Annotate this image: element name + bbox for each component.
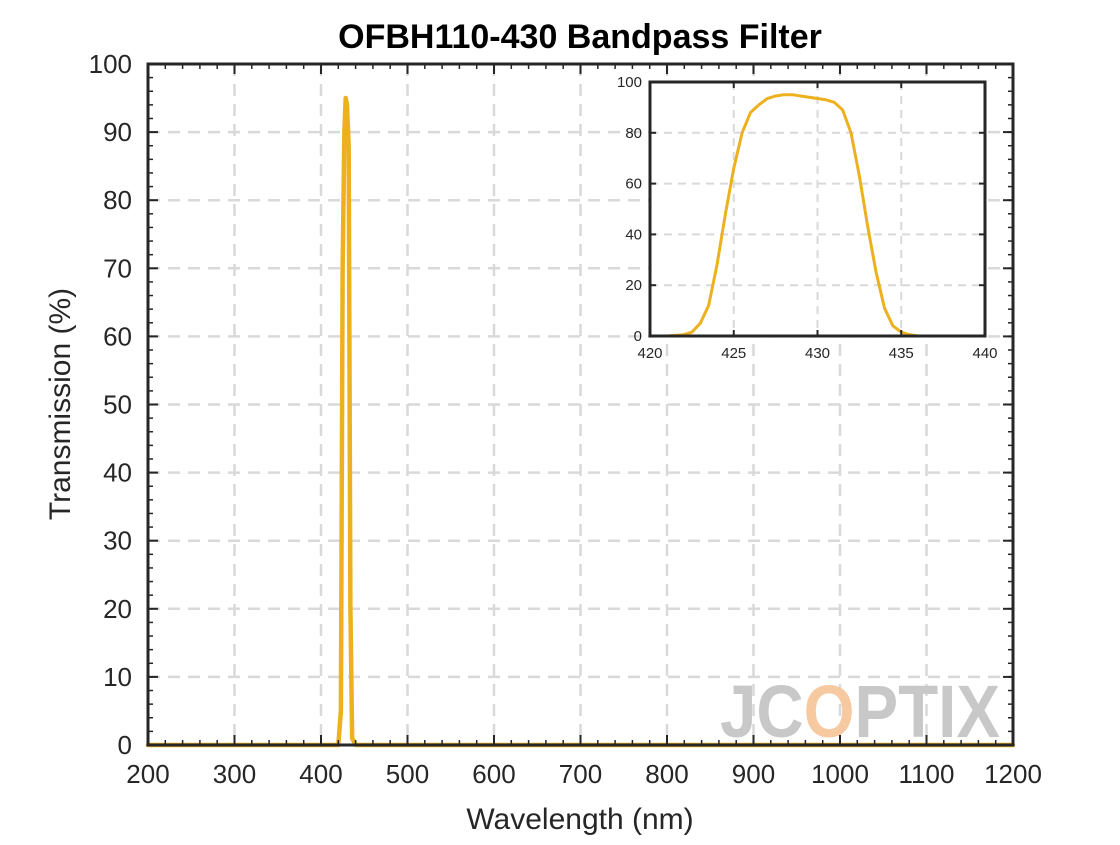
x-tick-label: 420 [637, 345, 662, 362]
x-axis-label: Wavelength (nm) [466, 803, 693, 836]
chart-title: OFBH110-430 Bandpass Filter [338, 18, 822, 56]
inset-x-tick-labels: 420 425 430 435 440 [637, 345, 997, 362]
y-tick-label: 50 [103, 390, 132, 420]
y-tick-label: 20 [625, 277, 642, 294]
x-tick-label: 430 [805, 345, 830, 362]
main-series-group [145, 95, 1016, 748]
y-tick-label: 80 [103, 185, 132, 215]
watermark-letter: T [898, 670, 938, 753]
x-tick-label: 440 [972, 345, 997, 362]
y-tick-label: 100 [89, 49, 132, 79]
y-tick-label: 40 [625, 226, 642, 243]
y-tick-label: 0 [118, 730, 132, 760]
x-tick-label: 400 [299, 759, 342, 789]
x-tick-label: 700 [559, 759, 602, 789]
x-tick-label: 900 [732, 759, 775, 789]
watermark-letter: I [938, 670, 956, 753]
y-tick-label: 0 [634, 328, 642, 345]
transmission-curve [648, 93, 987, 338]
x-tick-label: 435 [889, 345, 914, 362]
y-tick-label: 10 [103, 662, 132, 692]
y-axis-label: Transmission (%) [44, 288, 77, 520]
watermark-text: JCOPTIX [720, 670, 1000, 753]
watermark-letter: P [855, 670, 899, 753]
transmission-curve [145, 95, 1016, 748]
watermark-logo: JCOPTIX [720, 670, 1000, 753]
x-tick-label: 800 [645, 759, 688, 789]
x-tick-label: 1100 [899, 759, 955, 789]
y-tick-label: 60 [103, 321, 132, 351]
x-tick-label: 600 [472, 759, 515, 789]
watermark-letter: C [756, 670, 803, 753]
inset-plot-frame [648, 80, 987, 338]
y-tick-label: 40 [103, 458, 132, 488]
x-tick-label: 500 [386, 759, 429, 789]
watermark-letter: J [720, 670, 756, 753]
x-tick-label: 425 [721, 345, 746, 362]
watermark-letter: X [956, 670, 1000, 753]
main-y-tick-labels: 0 10 20 30 40 50 60 70 80 90 100 [89, 49, 132, 760]
y-tick-label: 20 [103, 594, 132, 624]
inset-grid [650, 82, 985, 336]
x-tick-label: 1000 [811, 759, 869, 789]
watermark-letter: O [804, 670, 855, 753]
main-grid [148, 64, 1013, 745]
x-tick-label: 300 [213, 759, 256, 789]
x-tick-label: 1200 [984, 759, 1042, 789]
y-tick-label: 30 [103, 526, 132, 556]
y-tick-label: 60 [625, 176, 642, 193]
inset-y-tick-labels: 0 20 40 60 80 100 [617, 74, 642, 345]
x-tick-label: 200 [126, 759, 169, 789]
y-tick-label: 100 [617, 74, 642, 91]
inset-series-group [648, 93, 987, 338]
main-x-tick-labels: 200 300 400 500 600 700 800 900 1000 1100 1200 [126, 759, 1042, 789]
y-tick-label: 90 [103, 117, 132, 147]
main-plot-frame [146, 62, 1015, 747]
y-tick-label: 80 [625, 125, 642, 142]
y-tick-label: 70 [103, 253, 132, 283]
